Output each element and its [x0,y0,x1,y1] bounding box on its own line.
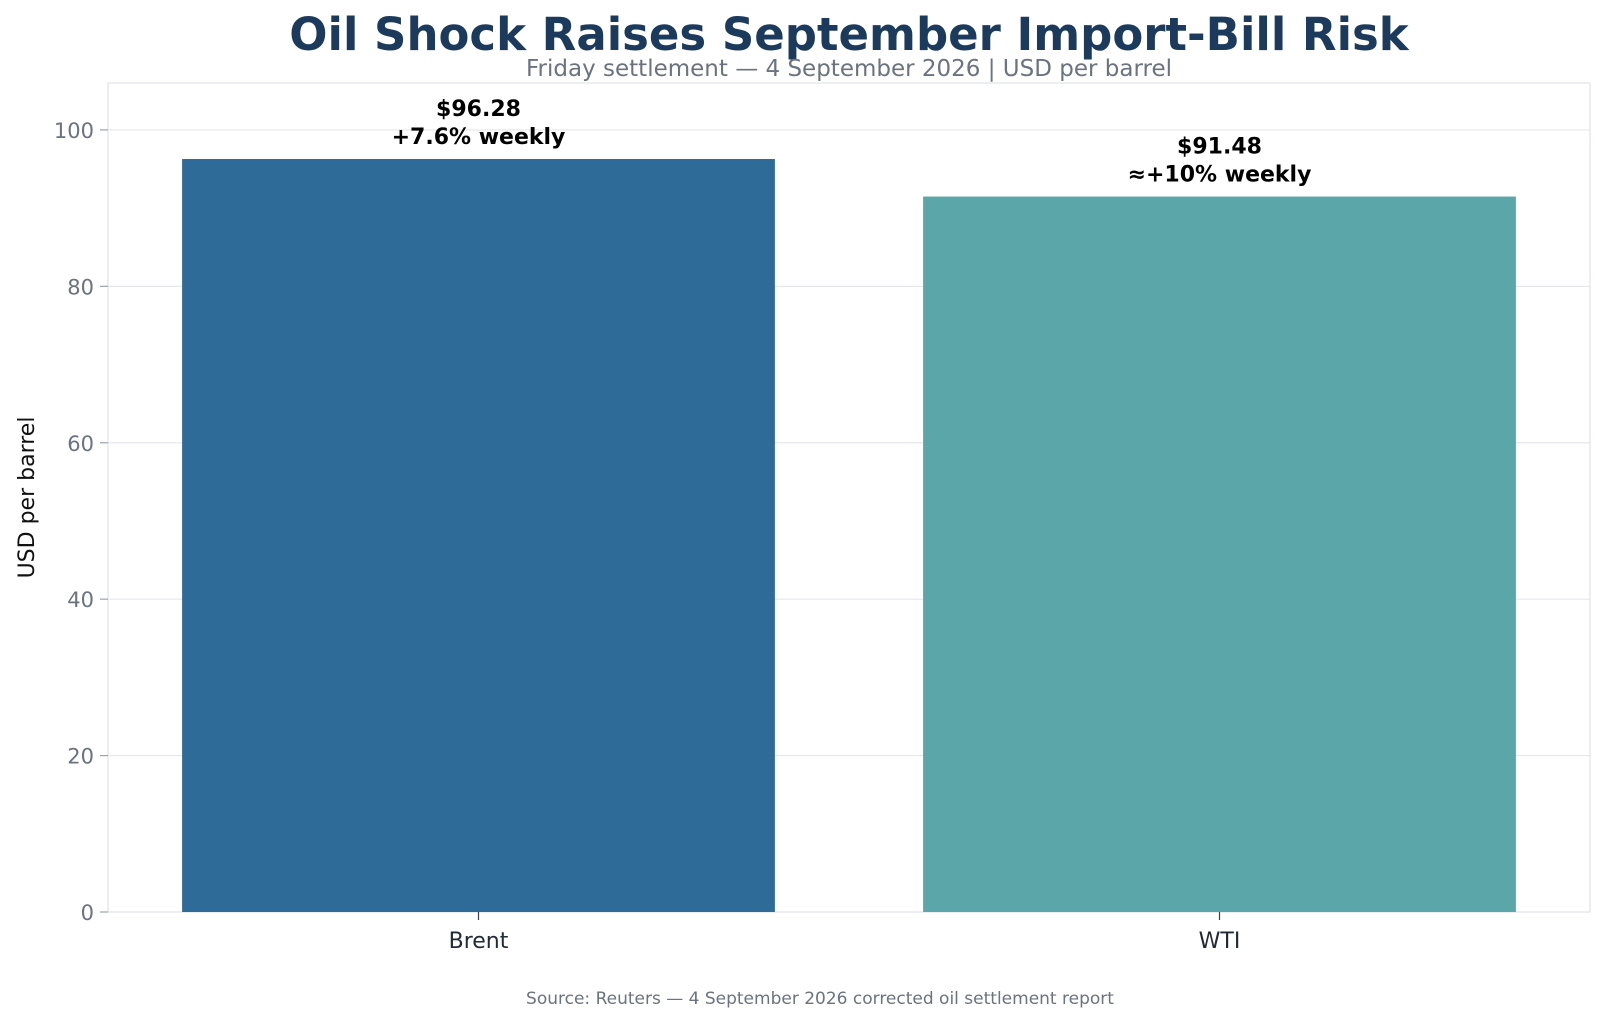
data-label-price: $91.48 [1177,135,1262,160]
y-tick-label: 60 [67,432,94,456]
chart-title: Oil Shock Raises September Import-Bill R… [289,8,1409,61]
y-tick-label: 20 [67,745,94,769]
data-label-change: +7.6% weekly [392,125,566,150]
plot-area-frame [107,82,1591,913]
x-tick-label: Brent [449,929,509,954]
bar-wti [923,196,1516,912]
chart-subtitle: Friday settlement — 4 September 2026 | U… [526,56,1172,82]
source-note: Source: Reuters — 4 September 2026 corre… [526,989,1114,1009]
data-label-change: ≈+10% weekly [1128,163,1312,188]
y-tick-label: 40 [67,588,94,612]
y-axis-label: USD per barrel [15,417,40,579]
data-label-price: $96.28 [436,97,521,122]
x-tick-label: WTI [1199,929,1241,954]
y-tick-label: 0 [81,901,94,925]
data-labels: $96.28 +7.6% weekly $91.48 ≈+10% weekly [392,97,1312,188]
y-tick-label: 80 [67,275,94,299]
bar-brent [182,159,775,913]
axis-ticks: 0 20 40 60 80 100 Brent WTI [54,119,1240,954]
bars [182,159,1516,913]
y-tick-label: 100 [54,119,94,143]
